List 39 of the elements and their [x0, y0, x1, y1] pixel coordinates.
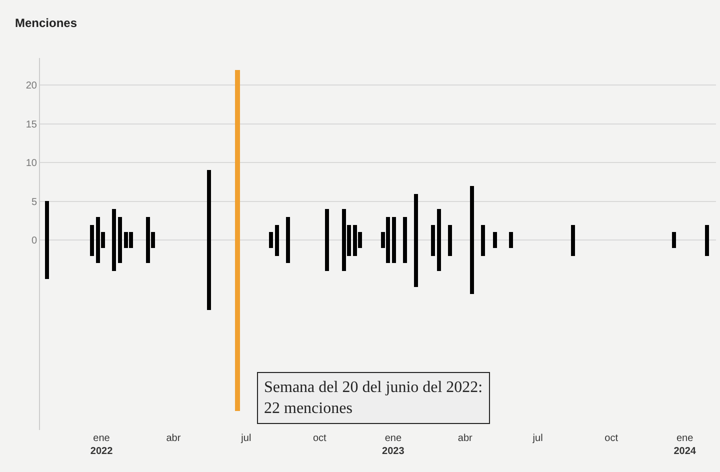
- y-tick-label: 15: [26, 119, 38, 130]
- bar: [509, 232, 513, 248]
- y-tick-label: 10: [26, 158, 38, 170]
- bar: [112, 209, 116, 271]
- bar: [286, 217, 290, 263]
- x-tick-label: ene 2022: [90, 433, 114, 457]
- bar: [235, 70, 240, 411]
- x-tick-label: jul: [240, 433, 252, 444]
- y-axis-title: Menciones: [15, 16, 78, 30]
- bar: [45, 201, 49, 279]
- bar: [481, 225, 485, 256]
- bar: [325, 209, 329, 271]
- y-tick-label: 20: [26, 80, 38, 92]
- bar: [414, 194, 418, 287]
- x-tick-label: abr: [458, 433, 473, 444]
- bar: [207, 170, 211, 310]
- x-tick-label: jul: [532, 433, 543, 444]
- x-tick-label: abr: [166, 433, 182, 444]
- bar: [392, 217, 396, 263]
- bar: [493, 232, 497, 248]
- y-tick-label: 5: [31, 196, 38, 208]
- bar: [470, 186, 474, 294]
- y-tick-label: 0: [31, 236, 38, 247]
- bar: [275, 225, 279, 256]
- bar: [672, 232, 676, 248]
- bar: [269, 232, 273, 248]
- bar: [571, 225, 575, 256]
- bar: [118, 217, 122, 263]
- x-tick-label: oct: [604, 433, 618, 444]
- bar: [403, 217, 407, 263]
- bar: [90, 225, 94, 256]
- x-tick-label: ene 2024: [674, 433, 696, 457]
- bar: [431, 225, 435, 256]
- annotation: Semana del 20 del junio del 2022: 22 menciones: [264, 379, 483, 417]
- x-tick-label: ene 2023: [382, 433, 405, 457]
- x-tick-label: oct: [313, 433, 327, 444]
- bar: [437, 209, 441, 271]
- bar: [448, 225, 452, 256]
- bar: [705, 225, 709, 256]
